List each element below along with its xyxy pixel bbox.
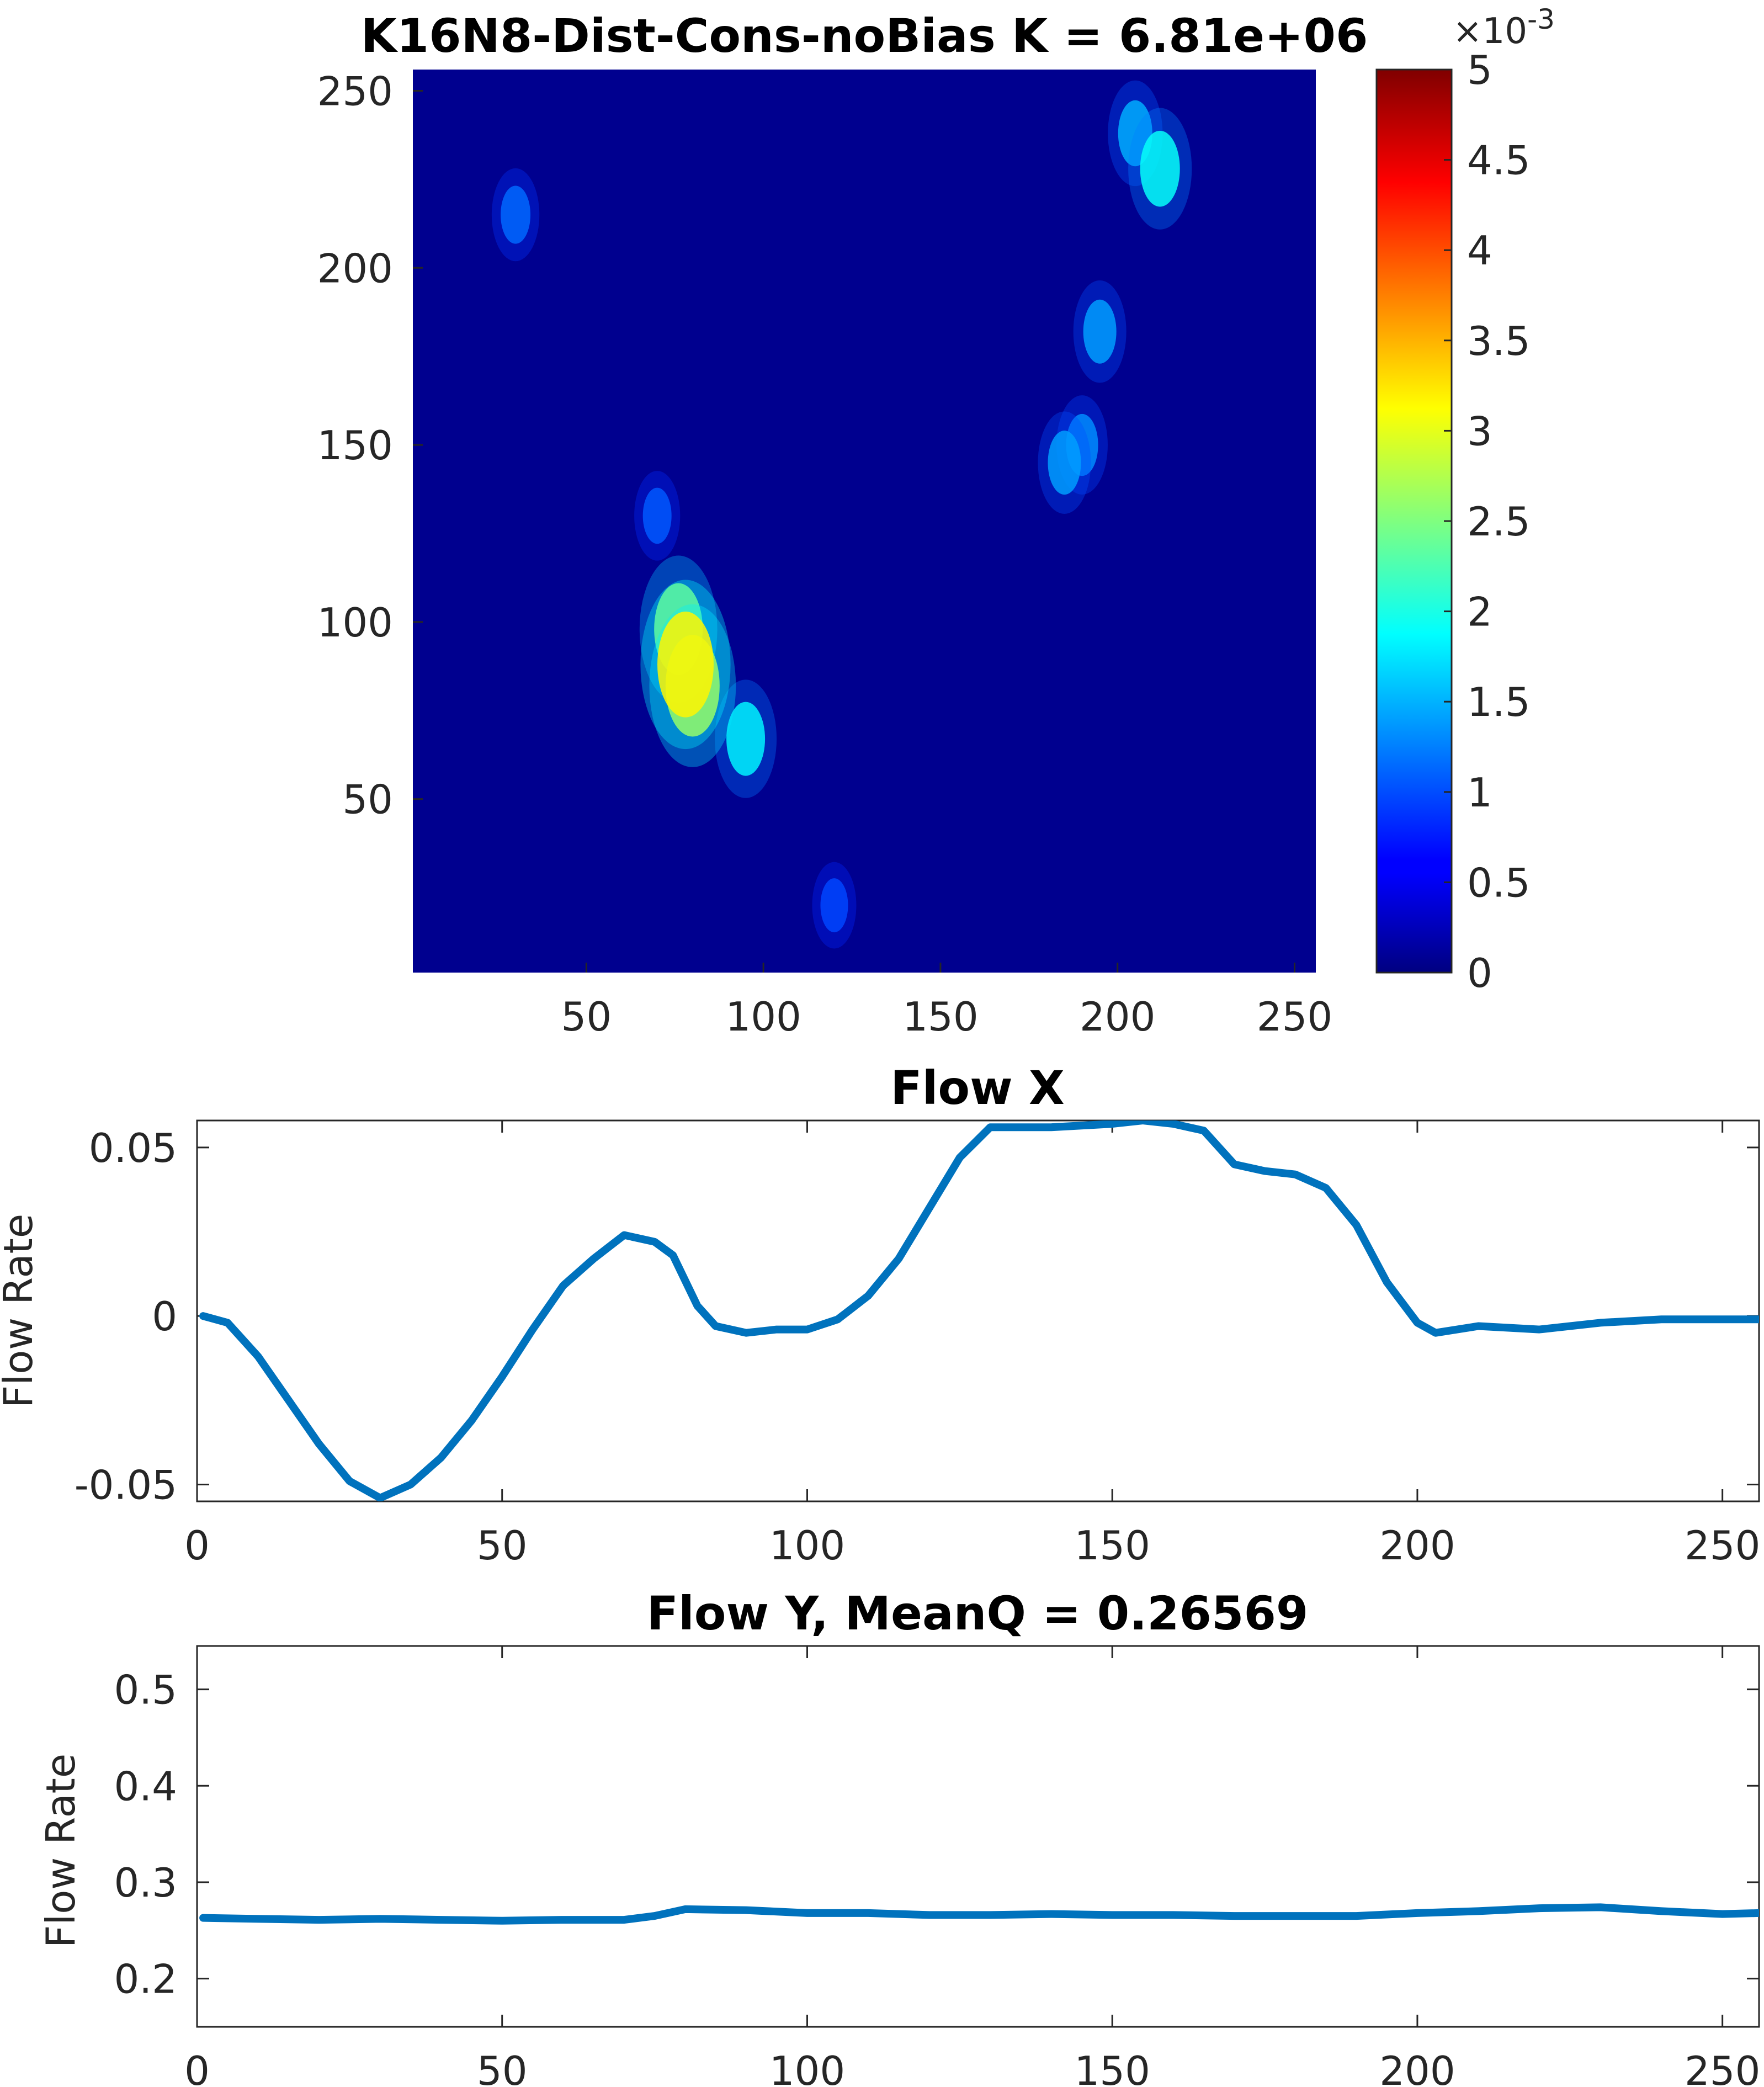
flow-x-title: Flow X [890,1061,1065,1115]
heatmap-x-tick-label: 100 [725,994,801,1040]
colorbar-tick-label: 2.5 [1467,498,1531,545]
flow-y-title: Flow Y, MeanQ = 0.26569 [647,1586,1309,1640]
hotspot [642,487,672,544]
heatmap-x-tick-label: 50 [561,994,612,1040]
y-tick-label: 0 [152,1293,177,1340]
hotspot [1083,299,1117,364]
heatmap-title: K16N8-Dist-Cons-noBias K = 6.81e+06 [361,9,1368,63]
flow-y-series-line [199,1903,1759,1925]
colorbar-ticks: 5 4.5 4 3.5 3 2.5 2 1.5 1 0.5 0 [1444,47,1531,996]
heatmap-plot-area [413,70,1316,973]
y-tick-label: 0.4 [114,1763,177,1809]
colorbar-tick-label: 0.5 [1467,859,1531,906]
colorbar: ×10-3 5 4.5 4 3.5 3 2.5 2 1.5 1 0.5 0 [1375,3,1555,996]
hotspot [501,185,531,244]
x-tick-label: 50 [477,2048,528,2087]
flow-x-panel: Flow X Flow Rate 0 50 100 150 200 2500.050-0.… [0,1061,1760,1569]
flow-y-panel: Flow Y, MeanQ = 0.26569 Flow Rate 0 50 100… [38,1586,1760,2087]
x-tick-label: 200 [1379,1522,1455,1569]
colorbar-tick-label: 4.5 [1467,137,1531,184]
heatmap-y-tick-label: 150 [317,422,393,469]
hotspot [657,612,714,718]
colorbar-exponent: ×10-3 [1453,3,1555,52]
heatmap-x-tick-label: 150 [902,994,978,1040]
colorbar-tick-label: 3.5 [1467,318,1531,364]
heatmap-y-tick-label: 250 [317,68,393,114]
flow-y-ylabel: Flow Rate [38,1754,84,1948]
flow-y-ticks: 0 50 100 150 200 250 0.5 0.4 0.3 0.2 [114,1646,1760,2087]
heatmap-y-ticks: 250 200 150 100 50 [317,68,423,823]
heatmap-x-tick-label: 250 [1257,994,1332,1040]
y-tick-label: 0.5 [114,1667,177,1713]
colorbar-tick-label: 3 [1467,408,1492,454]
colorbar-tick-label: 1.5 [1467,679,1531,725]
flow-x-ylabel: Flow Rate [0,1214,41,1408]
heatmap-panel: K16N8-Dist-Cons-noBias K = 6.81e+06 50 10… [317,9,1368,1040]
x-tick-label: 200 [1379,2048,1455,2087]
colorbar-tick-label: 0 [1467,950,1492,996]
y-tick-label: -0.05 [75,1462,177,1508]
heatmap-y-tick-label: 100 [317,599,393,646]
x-tick-label: 250 [1685,2048,1760,2087]
colorbar-tick-label: 1 [1467,769,1492,816]
hotspot [820,878,848,933]
x-tick-label: 250 [1685,1522,1760,1569]
x-tick-label: 100 [769,1522,845,1569]
x-tick-label: 0 [184,1522,210,1569]
colorbar-tick-label: 4 [1467,227,1492,274]
flow-x-series-line [199,1120,1759,1501]
colorbar-tick-label: 5 [1467,47,1492,93]
hotspot [1140,130,1180,207]
x-tick-label: 150 [1074,1522,1150,1569]
colorbar-tick-label: 2 [1467,589,1492,635]
y-tick-label: 0.2 [114,1956,177,2003]
y-tick-label: 0.05 [89,1125,177,1171]
heatmap-y-tick-label: 200 [317,245,393,291]
flow-y-axes-box [196,1645,1760,2028]
flow-x-axes-box [196,1119,1760,1502]
colorbar-gradient [1375,68,1453,974]
hotspot [726,702,766,776]
heatmap-x-ticks: 50 100 150 200 250 [561,963,1332,1040]
x-tick-label: 50 [477,1522,528,1569]
hotspot [1048,431,1081,495]
x-tick-label: 0 [184,2048,210,2087]
heatmap-y-tick-label: 50 [342,777,393,823]
heatmap-x-tick-label: 200 [1080,994,1155,1040]
x-tick-label: 150 [1074,2048,1150,2087]
heatmap-hotspots [491,80,1192,949]
x-tick-label: 100 [769,2048,845,2087]
y-tick-label: 0.3 [114,1860,177,1906]
